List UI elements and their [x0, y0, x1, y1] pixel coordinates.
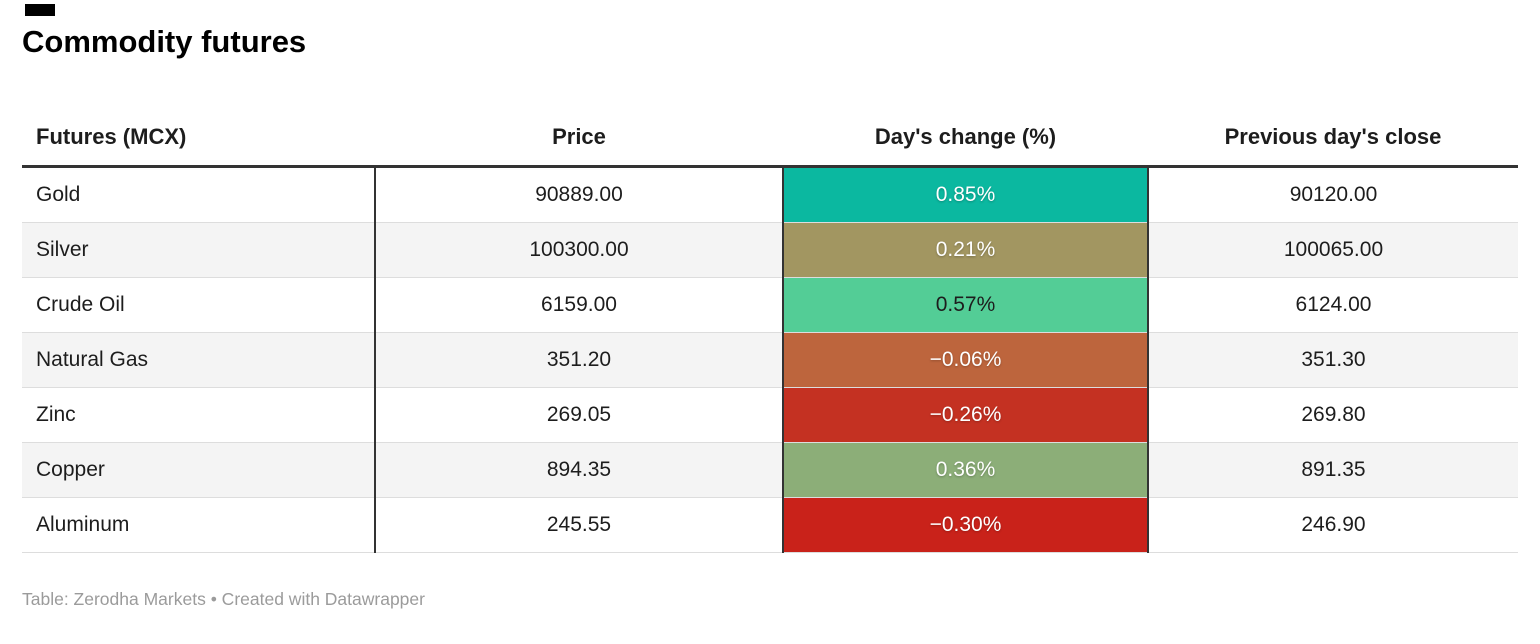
- cell-change: −0.26%: [782, 387, 1149, 443]
- table-row: Natural Gas 351.20 −0.06% 351.30: [22, 332, 1518, 388]
- cell-name: Copper: [22, 442, 376, 498]
- cell-prev-close: 90120.00: [1148, 166, 1518, 223]
- cell-price: 351.20: [375, 332, 783, 388]
- cell-prev-close: 269.80: [1148, 387, 1518, 443]
- column-header-prev-close: Previous day's close: [1148, 104, 1518, 168]
- page-title: Commodity futures: [22, 24, 307, 59]
- header-row: Futures (MCX) Price Day's change (%) Pre…: [22, 104, 1518, 168]
- cell-change: 0.36%: [782, 442, 1149, 498]
- top-left-artifact: [25, 4, 55, 16]
- cell-price: 6159.00: [375, 277, 783, 333]
- cell-prev-close: 100065.00: [1148, 222, 1518, 278]
- cell-price: 100300.00: [375, 222, 783, 278]
- table-row: Zinc 269.05 −0.26% 269.80: [22, 387, 1518, 443]
- cell-change: −0.30%: [782, 497, 1149, 553]
- cell-name: Zinc: [22, 387, 376, 443]
- cell-name: Natural Gas: [22, 332, 376, 388]
- column-header-price: Price: [375, 104, 783, 168]
- column-header-futures: Futures (MCX): [22, 104, 375, 168]
- cell-name: Crude Oil: [22, 277, 376, 333]
- commodity-futures-table: Futures (MCX) Price Day's change (%) Pre…: [22, 104, 1518, 553]
- attribution-footer: Table: Zerodha Markets • Created with Da…: [22, 589, 425, 609]
- cell-price: 245.55: [375, 497, 783, 553]
- table-row: Silver 100300.00 0.21% 100065.00: [22, 222, 1518, 278]
- cell-name: Aluminum: [22, 497, 376, 553]
- cell-prev-close: 6124.00: [1148, 277, 1518, 333]
- table-row: Gold 90889.00 0.85% 90120.00: [22, 166, 1518, 223]
- cell-change: 0.85%: [782, 166, 1149, 223]
- cell-price: 90889.00: [375, 166, 783, 223]
- cell-name: Silver: [22, 222, 376, 278]
- cell-price: 894.35: [375, 442, 783, 498]
- table-row: Crude Oil 6159.00 0.57% 6124.00: [22, 277, 1518, 333]
- table-row: Copper 894.35 0.36% 891.35: [22, 442, 1518, 498]
- column-header-change: Day's change (%): [783, 104, 1148, 168]
- cell-prev-close: 246.90: [1148, 497, 1518, 553]
- cell-prev-close: 351.30: [1148, 332, 1518, 388]
- cell-name: Gold: [22, 166, 376, 223]
- cell-change: 0.21%: [782, 222, 1149, 278]
- cell-change: −0.06%: [782, 332, 1149, 388]
- table-row: Aluminum 245.55 −0.30% 246.90: [22, 497, 1518, 553]
- cell-change: 0.57%: [782, 277, 1149, 333]
- cell-prev-close: 891.35: [1148, 442, 1518, 498]
- cell-price: 269.05: [375, 387, 783, 443]
